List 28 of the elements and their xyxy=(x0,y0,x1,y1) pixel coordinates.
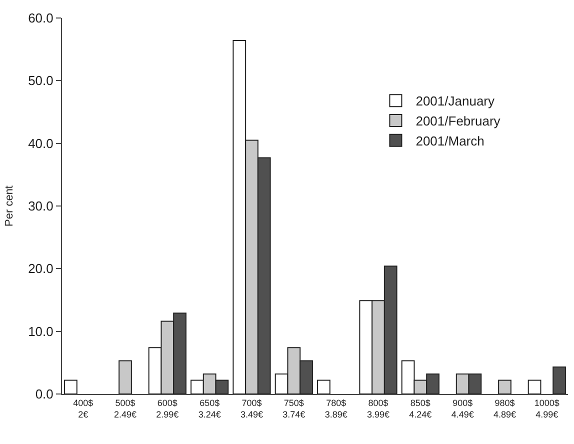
x-tick-label: 400$ 2€ xyxy=(73,398,94,420)
x-tick-label: 800$ 3.99€ xyxy=(366,398,390,420)
y-tick-label: 40.0 xyxy=(28,136,54,151)
bar xyxy=(317,380,330,394)
y-tick-label: 30.0 xyxy=(28,198,54,214)
bar xyxy=(528,380,542,394)
y-tick-label: 10.0 xyxy=(28,324,54,339)
legend-label: 2001/February xyxy=(416,114,501,129)
x-tick-label: 850$ 4.24€ xyxy=(409,398,432,420)
y-tick-label: 0.0 xyxy=(35,386,54,402)
x-tick-label: 700$ 3.49€ xyxy=(240,398,264,420)
legend-label: 2001/January xyxy=(416,94,495,109)
x-tick-label: 900$ 4.49€ xyxy=(451,398,474,420)
x-tick-label: 1000$ 4.99€ xyxy=(534,398,560,420)
x-tick-label: 500$ 2.49€ xyxy=(114,398,137,420)
bar xyxy=(118,360,132,394)
x-tick-label: 980$ 4.89€ xyxy=(493,398,516,420)
x-tick-label: 750$ 3.74€ xyxy=(282,398,306,420)
x-tick-label: 600$ 2.99€ xyxy=(156,398,179,420)
x-tick-label: 780$ 3.89€ xyxy=(324,398,348,420)
y-tick-label: 50.0 xyxy=(28,73,54,88)
y-tick-label: 20.0 xyxy=(28,261,54,276)
x-tick-label: 650$ 3.24€ xyxy=(198,398,221,420)
y-axis-title: Per cent xyxy=(4,186,16,226)
legend-label: 2001/March xyxy=(416,134,484,148)
y-tick-label: 60.0 xyxy=(28,10,54,26)
bar xyxy=(64,380,78,394)
bar xyxy=(498,380,512,394)
